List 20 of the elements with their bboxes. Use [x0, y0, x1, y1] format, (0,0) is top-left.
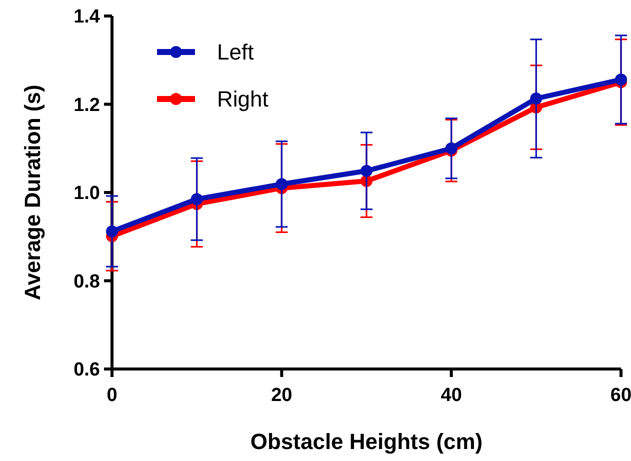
y-tick-label: 1.0	[74, 183, 100, 204]
legend-label: Right	[217, 86, 268, 112]
y-tick-label: 1.4	[74, 6, 100, 28]
y-tick-label: 0.6	[74, 360, 100, 381]
x-tick-label: 60	[610, 385, 631, 406]
point	[530, 92, 542, 105]
point	[106, 225, 118, 238]
point	[615, 74, 627, 86]
legend-label: Left	[217, 40, 254, 65]
point	[190, 193, 203, 206]
x-tick-label: 40	[440, 385, 462, 406]
y-axis-title: Average Duration (s)	[20, 84, 45, 300]
point	[360, 164, 372, 177]
x-tick-label: 20	[271, 385, 292, 406]
point	[445, 142, 458, 154]
x-axis-title: Obstacle Heights (cm)	[250, 429, 483, 454]
point	[276, 178, 288, 190]
x-tick-label: 0	[106, 385, 118, 406]
y-tick-label: 1.2	[74, 94, 100, 116]
y-tick-label: 0.8	[74, 271, 100, 292]
